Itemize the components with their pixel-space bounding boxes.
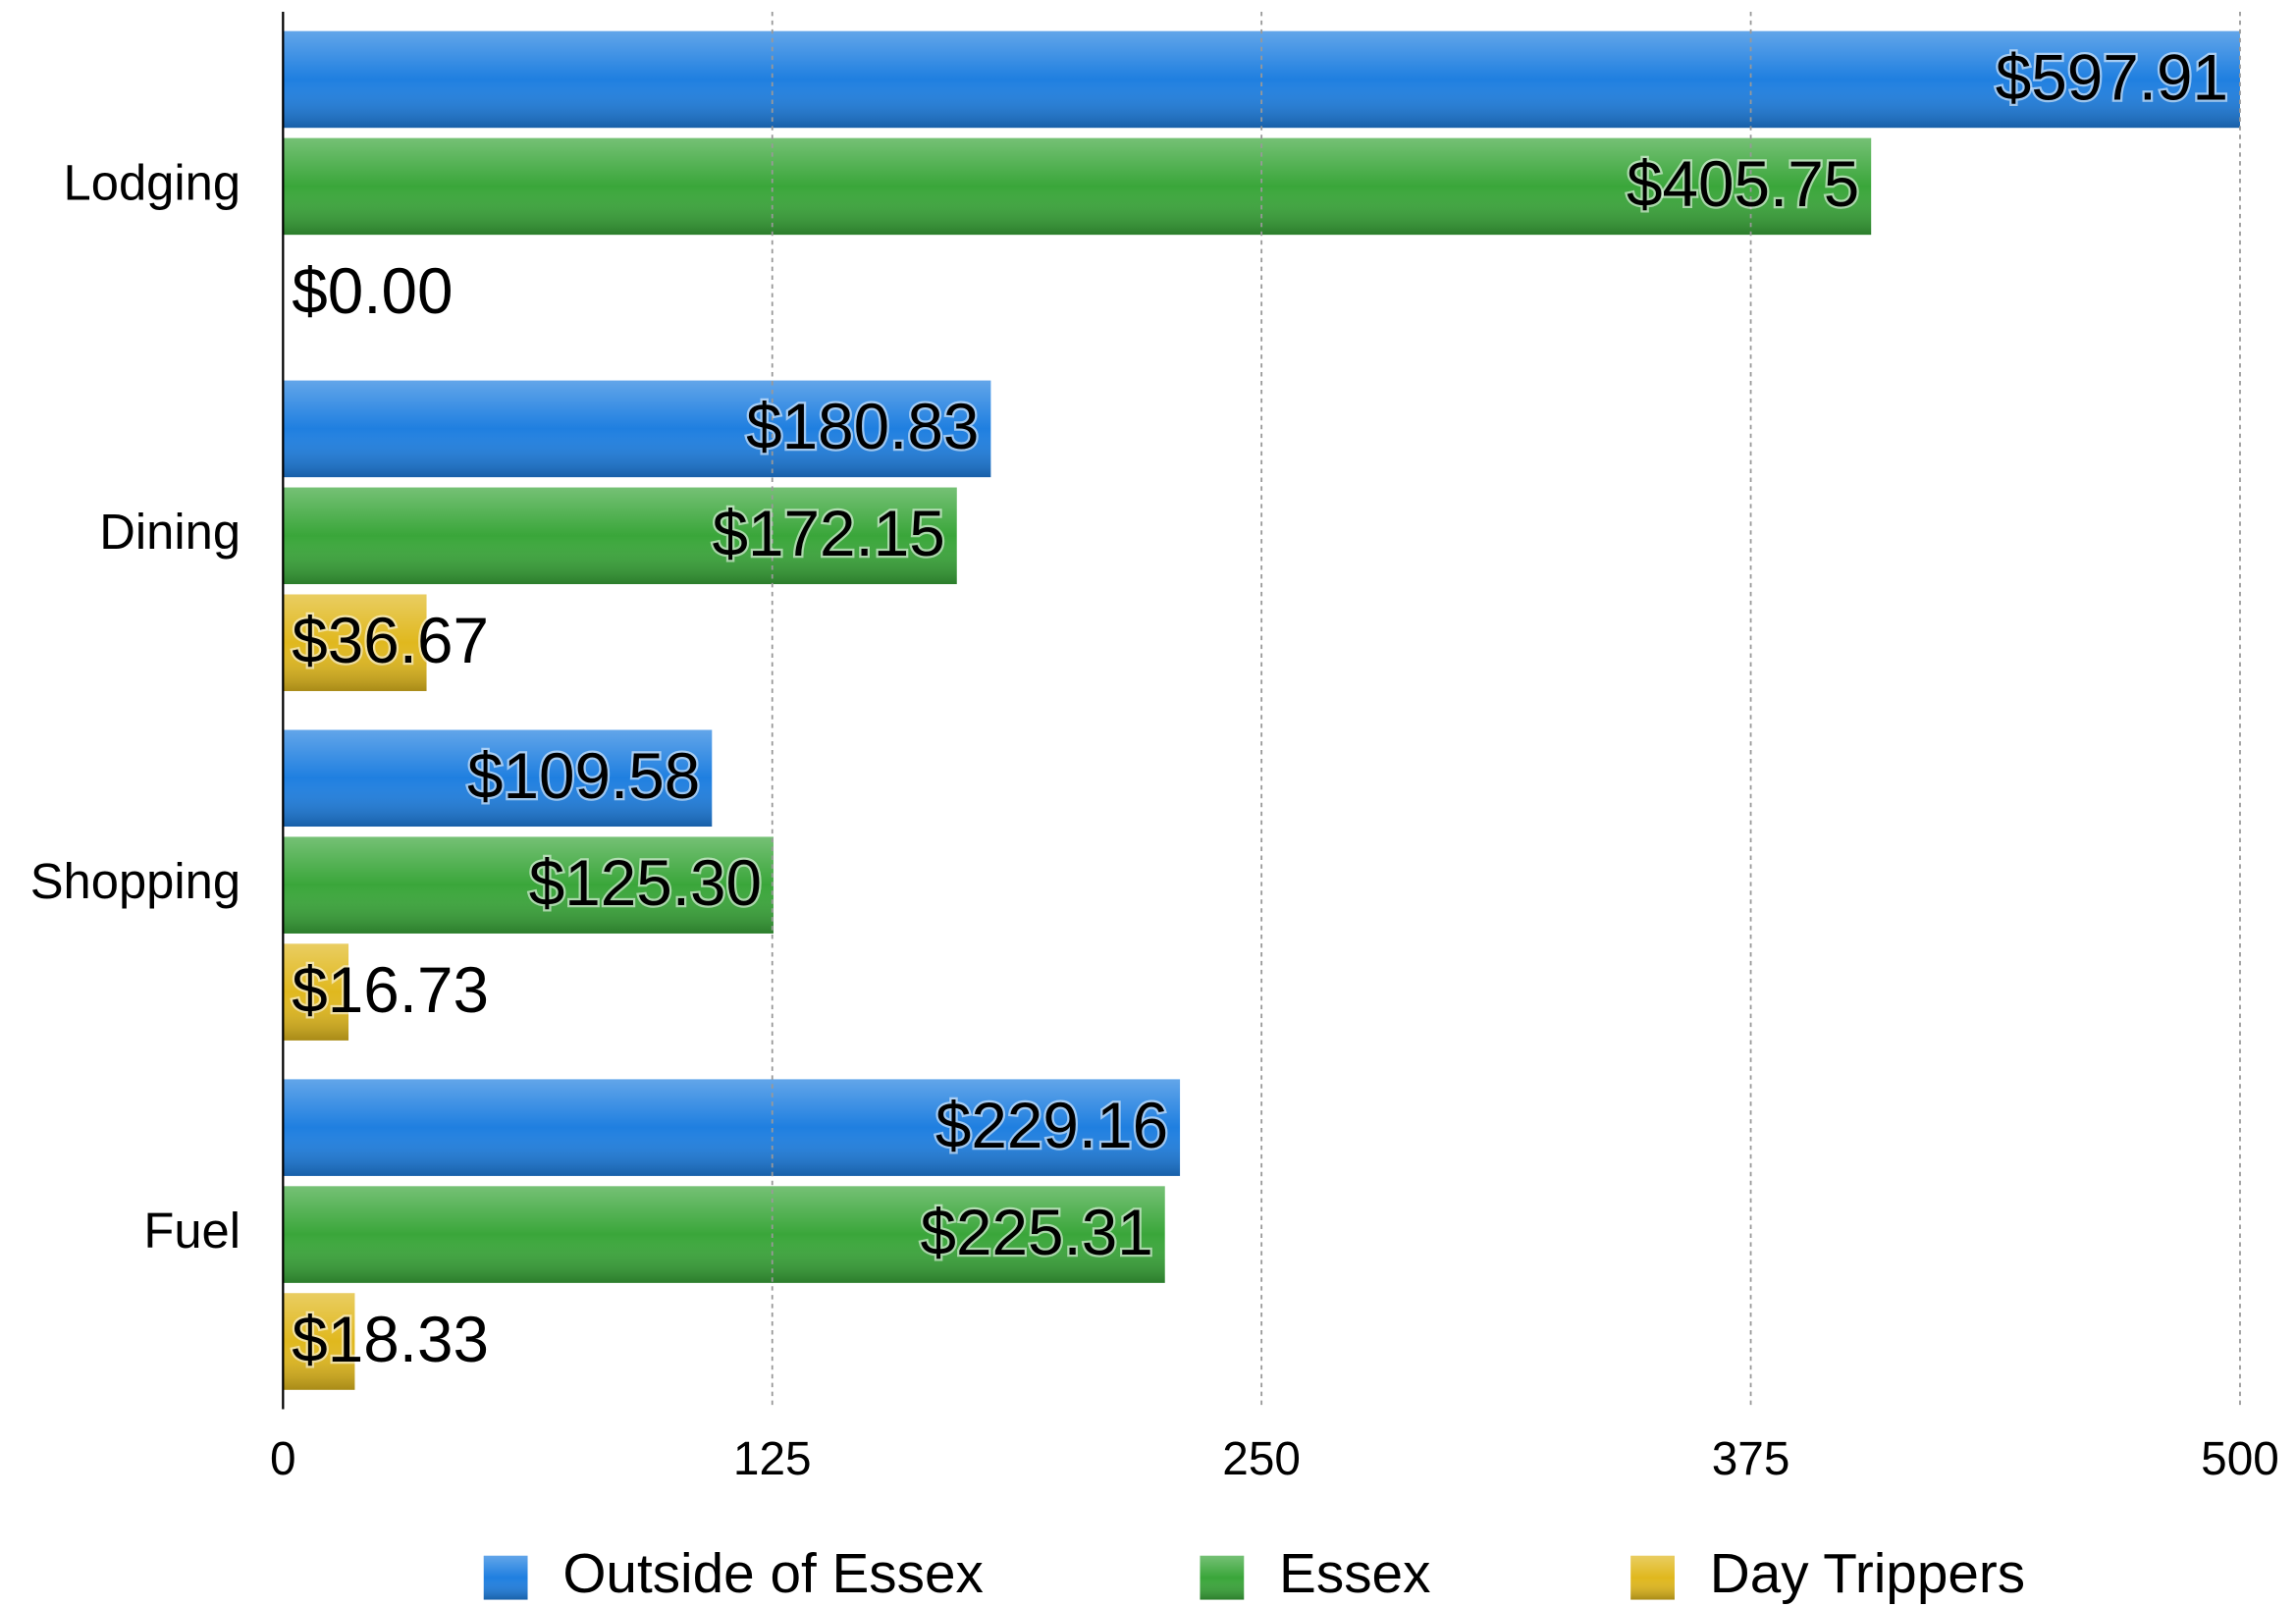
value-label: $172.15: [713, 498, 945, 569]
category-label: Fuel: [143, 1203, 240, 1259]
bar-shade: [283, 1186, 1165, 1283]
bar-shade: [283, 487, 957, 585]
value-label: $18.33: [292, 1304, 489, 1375]
bar-shade: [283, 836, 774, 934]
category-label: Lodging: [64, 154, 241, 210]
bar-shade: [283, 729, 713, 828]
value-label: $36.67: [292, 605, 489, 676]
category-label: Shopping: [30, 853, 240, 909]
legend-label: Day Trippers: [1710, 1543, 2025, 1605]
value-label: $180.83: [746, 391, 979, 462]
x-tick-label: 250: [1222, 1433, 1301, 1485]
legend-swatch-shade: [1200, 1555, 1245, 1600]
category-label: Dining: [99, 504, 240, 560]
value-label: $125.30: [529, 847, 762, 919]
bar-shade: [283, 1079, 1181, 1176]
x-tick-label: 0: [270, 1433, 296, 1485]
bar-shade: [283, 1293, 355, 1390]
bar-shade: [283, 30, 2240, 129]
bar-shade: [283, 594, 427, 691]
bars: [283, 30, 2240, 1390]
legend-swatch-shade: [1630, 1555, 1675, 1600]
x-tick-label: 375: [1712, 1433, 1790, 1485]
value-label: $109.58: [467, 740, 700, 812]
bar-shade: [283, 943, 349, 1041]
value-label: $0.00: [292, 255, 453, 327]
x-tick-label: 500: [2201, 1433, 2279, 1485]
value-label: $225.31: [920, 1197, 1152, 1268]
value-label: $597.91: [1996, 41, 2228, 113]
value-label: $229.16: [935, 1090, 1168, 1161]
bar-shade: [283, 137, 1872, 236]
legend-label: Essex: [1279, 1543, 1430, 1605]
value-label: $16.73: [292, 954, 489, 1026]
bar-shade: [283, 380, 991, 478]
value-label: $405.75: [1627, 148, 1859, 220]
legend-label: Outside of Essex: [562, 1543, 984, 1605]
legend-swatch-shade: [483, 1555, 528, 1600]
x-tick-label: 125: [733, 1433, 812, 1485]
